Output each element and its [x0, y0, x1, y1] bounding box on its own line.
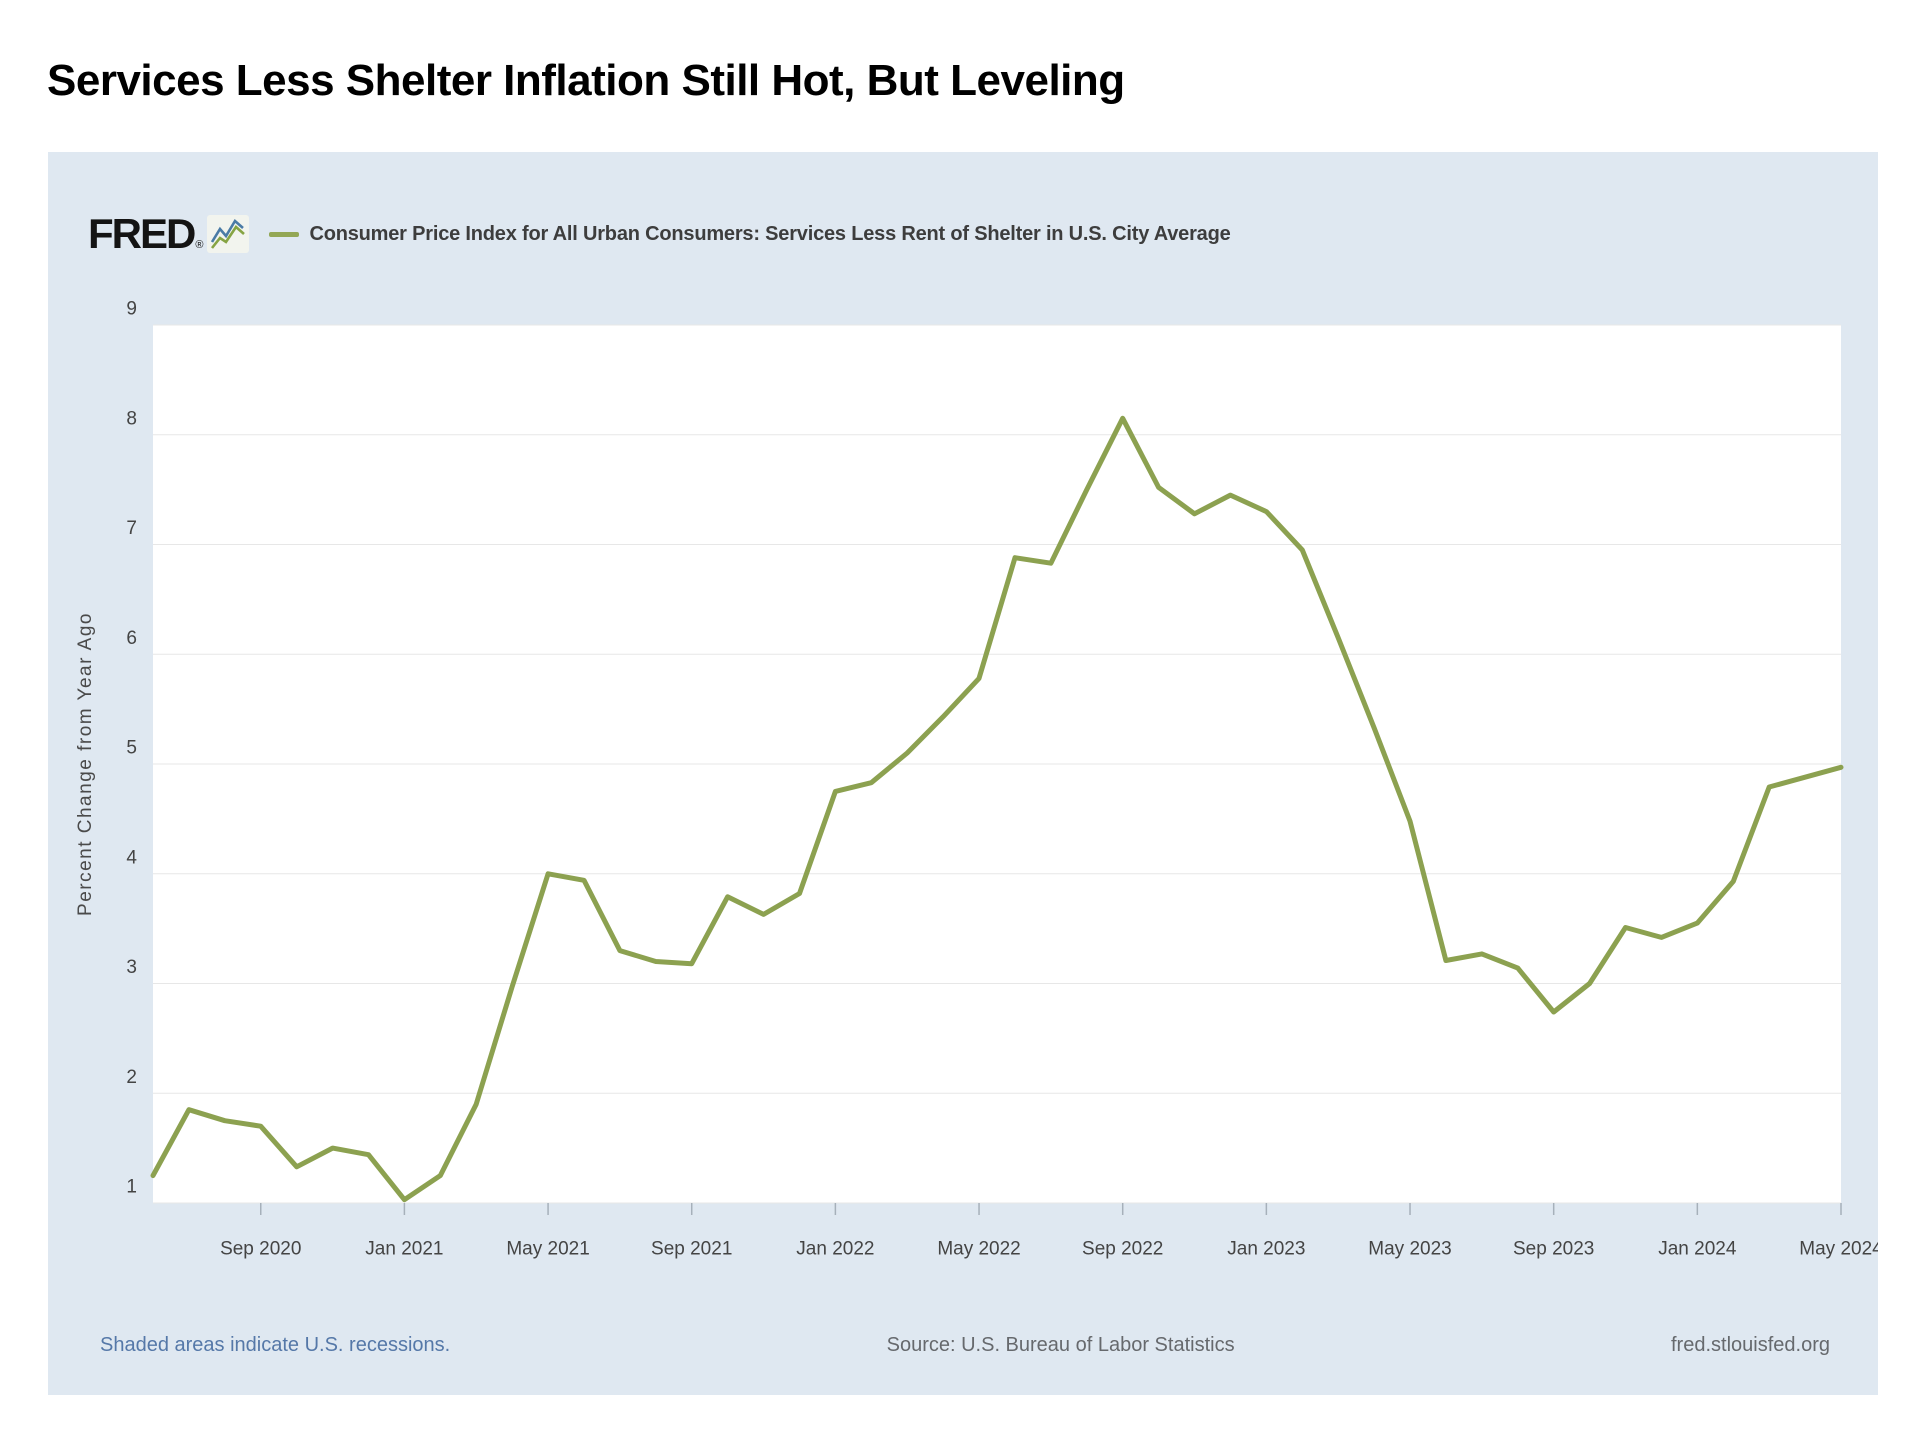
legend: Consumer Price Index for All Urban Consu…: [269, 222, 1231, 246]
legend-dash-icon: [269, 231, 300, 237]
x-tick-label: May 2021: [506, 1239, 589, 1260]
x-tick-label: Jan 2021: [365, 1239, 443, 1260]
x-tick-label: Sep 2020: [220, 1239, 301, 1260]
x-tick-label: Jan 2024: [1658, 1239, 1737, 1260]
x-tick-label: Jan 2022: [796, 1239, 874, 1260]
chart-header: FRED ® Consumer Price Index for All Urba…: [88, 210, 1231, 258]
y-tick-label: 5: [126, 738, 137, 759]
recession-note-link[interactable]: Shaded areas indicate U.S. recessions.: [100, 1334, 451, 1356]
y-tick-label: 7: [126, 518, 137, 539]
data-line[interactable]: [150, 415, 1844, 1203]
source-text[interactable]: Source: U.S. Bureau of Labor Statistics: [886, 1334, 1235, 1356]
chart-container: FRED ® Consumer Price Index for All Urba…: [48, 152, 1878, 1395]
y-tick-label: 4: [126, 847, 137, 868]
y-tick-label: 1: [126, 1177, 137, 1198]
x-tick-label: Sep 2023: [1513, 1239, 1594, 1260]
y-tick-label: 2: [126, 1067, 137, 1088]
page-title: Services Less Shelter Inflation Still Ho…: [47, 56, 1125, 105]
x-tick-label: May 2024: [1799, 1239, 1878, 1260]
x-tick-label: Sep 2021: [651, 1239, 732, 1260]
fred-logo-text: FRED: [88, 210, 196, 257]
fred-sparkline-icon: [207, 215, 250, 253]
registered-mark: ®: [195, 239, 204, 251]
x-tick-label: May 2022: [937, 1239, 1020, 1260]
chart-footer: Shaded areas indicate U.S. recessions. S…: [100, 1334, 1830, 1357]
legend-label[interactable]: Consumer Price Index for All Urban Consu…: [309, 222, 1231, 245]
chart-svg[interactable]: 1 2 3 4 5 6 7 8 9 Sep 2020 Jan 2021 May 2021 Sep 202…: [48, 152, 1878, 1395]
y-tick-label: 8: [126, 408, 137, 429]
x-tick-label: Sep 2022: [1082, 1239, 1163, 1260]
y-tick-label: 9: [126, 299, 137, 320]
fred-url-link[interactable]: fred.stlouisfed.org: [1671, 1334, 1830, 1356]
y-tick-label: 3: [126, 957, 137, 978]
fred-logo[interactable]: FRED ®: [88, 210, 250, 257]
x-tick-label: May 2023: [1368, 1239, 1451, 1260]
y-tick-label: 6: [126, 628, 137, 649]
x-tick-label: Jan 2023: [1227, 1239, 1305, 1260]
